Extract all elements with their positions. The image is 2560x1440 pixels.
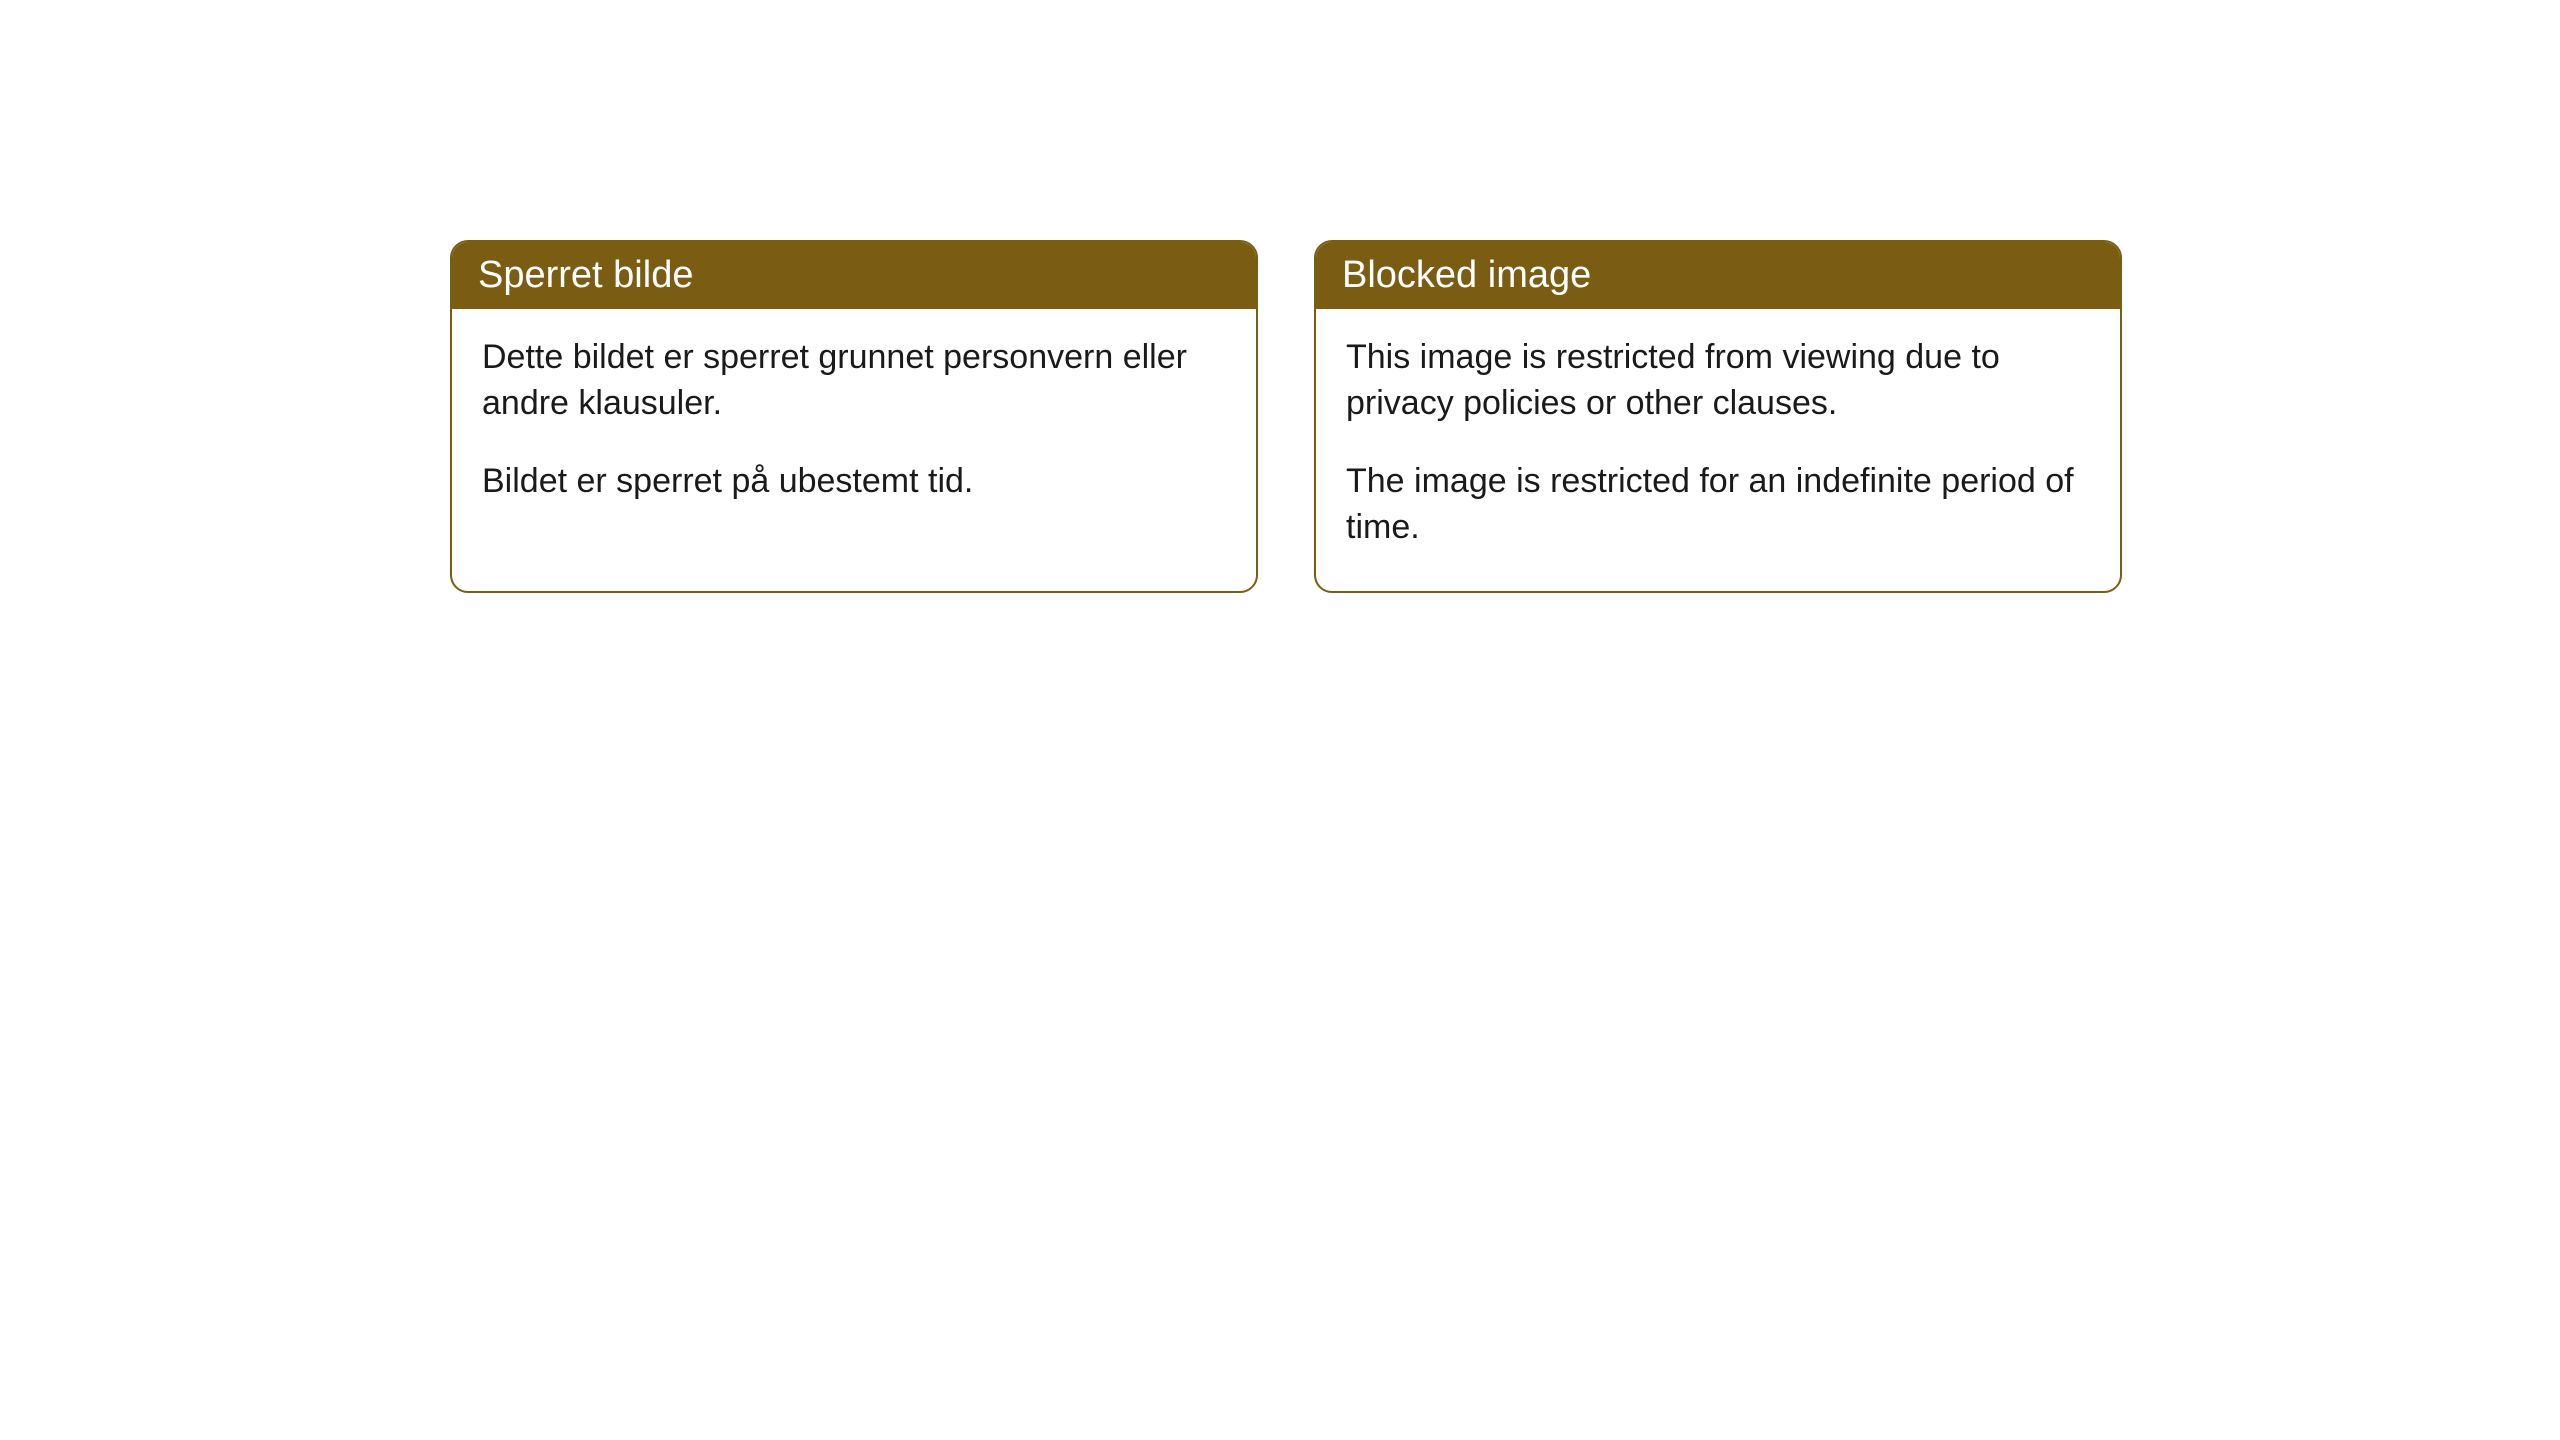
card-body-line: Dette bildet er sperret grunnet personve… <box>482 335 1226 427</box>
card-header: Sperret bilde <box>452 242 1256 309</box>
card-body-line: This image is restricted from viewing du… <box>1346 335 2090 427</box>
card-title: Blocked image <box>1342 254 1591 296</box>
card-body: This image is restricted from viewing du… <box>1316 309 2120 591</box>
notice-cards-container: Sperret bilde Dette bildet er sperret gr… <box>450 240 2122 593</box>
notice-card-english: Blocked image This image is restricted f… <box>1314 240 2122 593</box>
card-body-line: Bildet er sperret på ubestemt tid. <box>482 459 1226 505</box>
card-body: Dette bildet er sperret grunnet personve… <box>452 309 1256 545</box>
card-body-line: The image is restricted for an indefinit… <box>1346 459 2090 551</box>
card-title: Sperret bilde <box>478 254 693 296</box>
card-header: Blocked image <box>1316 242 2120 309</box>
notice-card-norwegian: Sperret bilde Dette bildet er sperret gr… <box>450 240 1258 593</box>
